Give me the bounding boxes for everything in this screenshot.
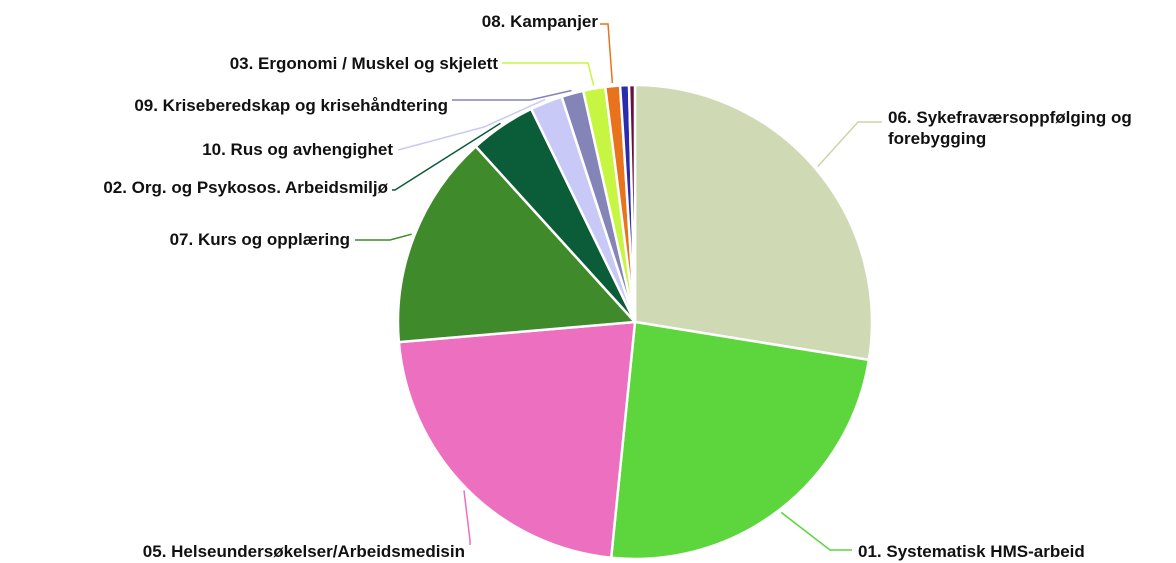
slice-label: 08. Kampanjer <box>481 12 598 31</box>
leader-line <box>392 122 501 191</box>
slice-label: 07. Kurs og opplæring <box>169 230 350 249</box>
slice-label: 03. Ergonomi / Muskel og skjelett <box>229 54 498 73</box>
leader-line <box>463 490 471 545</box>
slice-label: 01. Systematisk HMS-arbeid <box>858 542 1085 561</box>
leader-line <box>600 23 614 84</box>
slice-label: 09. Kriseberedskap og krisehåndtering <box>134 96 448 115</box>
leader-line <box>452 89 572 101</box>
leader-line <box>397 98 546 151</box>
pie-slice <box>396 144 638 344</box>
pie-slice <box>627 83 637 323</box>
pie-slice <box>397 320 637 560</box>
pie-slice <box>609 320 871 561</box>
leader-line <box>817 121 882 167</box>
leader-line <box>355 233 412 241</box>
leader-line <box>502 62 595 86</box>
slice-label: 06. Sykefraværsoppfølging og forebygging <box>888 108 1132 148</box>
slice-label: 05. Helseundersøkelser/Arbeidsmedisin <box>142 542 465 561</box>
pie-slice <box>633 83 874 362</box>
slice-label: 02. Org. og Psykosos. Arbeidsmiljø <box>103 178 388 197</box>
leader-line <box>780 511 852 551</box>
slice-label: 10. Rus og avhengighet <box>202 140 393 159</box>
